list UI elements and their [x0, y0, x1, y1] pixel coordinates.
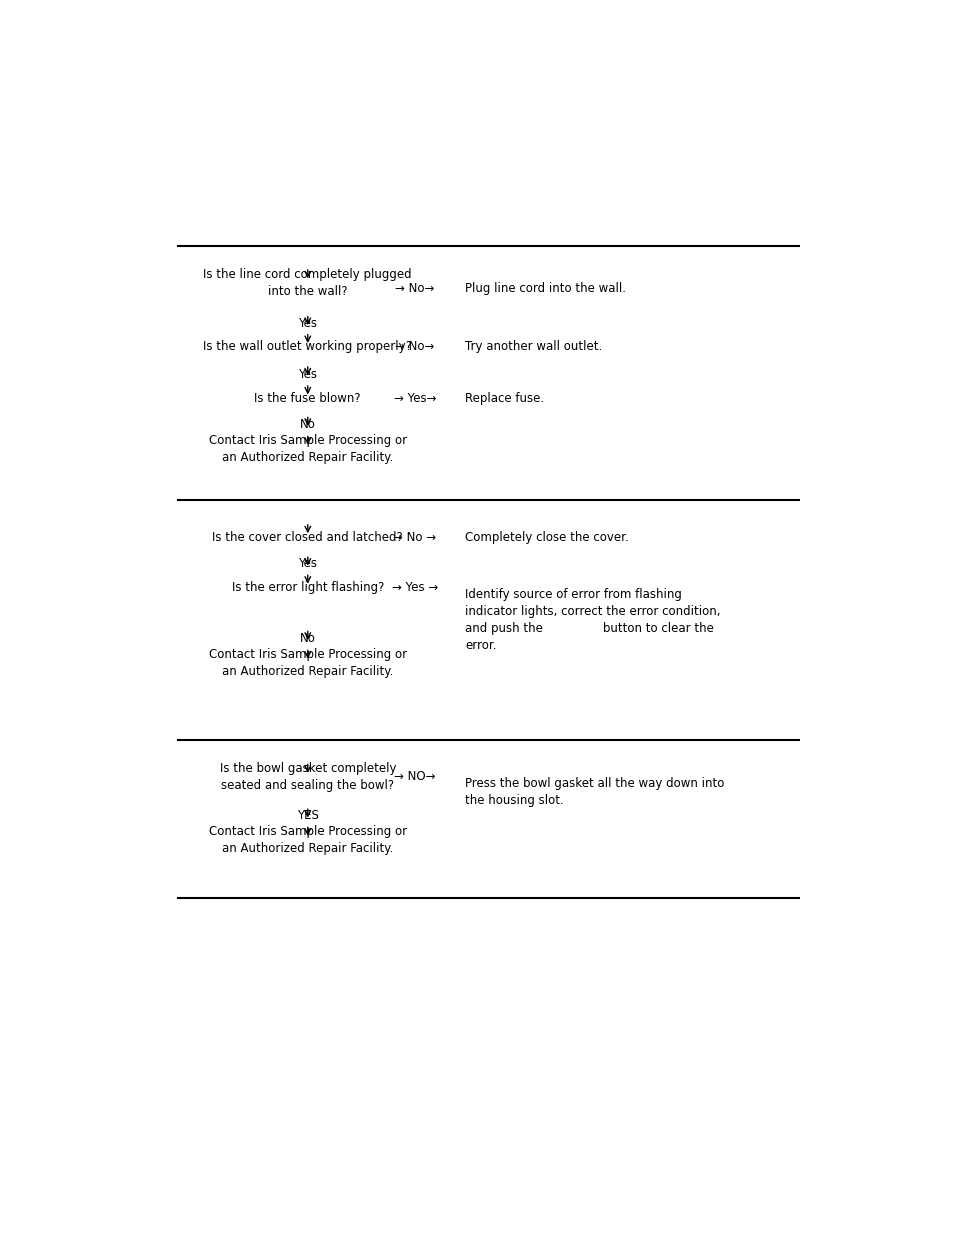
- Text: → No →: → No →: [393, 531, 436, 543]
- Text: → No→: → No→: [395, 341, 435, 353]
- Text: Replace fuse.: Replace fuse.: [465, 391, 544, 405]
- Text: Contact Iris Sample Processing or
an Authorized Repair Facility.: Contact Iris Sample Processing or an Aut…: [209, 433, 406, 463]
- Text: Is the line cord completely plugged
into the wall?: Is the line cord completely plugged into…: [203, 268, 412, 298]
- Text: Yes: Yes: [298, 368, 317, 382]
- Text: Plug line cord into the wall.: Plug line cord into the wall.: [465, 283, 625, 295]
- Text: → No→: → No→: [395, 283, 435, 295]
- Text: Contact Iris Sample Processing or
an Authorized Repair Facility.: Contact Iris Sample Processing or an Aut…: [209, 825, 406, 856]
- Text: Press the bowl gasket all the way down into
the housing slot.: Press the bowl gasket all the way down i…: [465, 777, 724, 806]
- Text: Yes: Yes: [298, 316, 317, 330]
- Text: Yes: Yes: [298, 557, 317, 571]
- Text: → Yes→: → Yes→: [394, 391, 436, 405]
- Text: Is the bowl gasket completely
seated and sealing the bowl?: Is the bowl gasket completely seated and…: [219, 762, 395, 792]
- Text: Completely close the cover.: Completely close the cover.: [465, 531, 628, 543]
- Text: Identify source of error from flashing
indicator lights, correct the error condi: Identify source of error from flashing i…: [465, 588, 720, 652]
- Text: No: No: [299, 632, 315, 646]
- Text: Is the error light flashing?: Is the error light flashing?: [232, 580, 383, 594]
- Text: Is the fuse blown?: Is the fuse blown?: [254, 391, 361, 405]
- Text: Contact Iris Sample Processing or
an Authorized Repair Facility.: Contact Iris Sample Processing or an Aut…: [209, 647, 406, 678]
- Text: Try another wall outlet.: Try another wall outlet.: [465, 341, 602, 353]
- Text: → NO→: → NO→: [394, 771, 436, 783]
- Text: YES: YES: [296, 809, 318, 823]
- Text: Is the wall outlet working properly?: Is the wall outlet working properly?: [203, 341, 412, 353]
- Text: → Yes →: → Yes →: [392, 580, 437, 594]
- Text: Is the cover closed and latched?: Is the cover closed and latched?: [213, 531, 403, 543]
- Text: No: No: [299, 419, 315, 431]
